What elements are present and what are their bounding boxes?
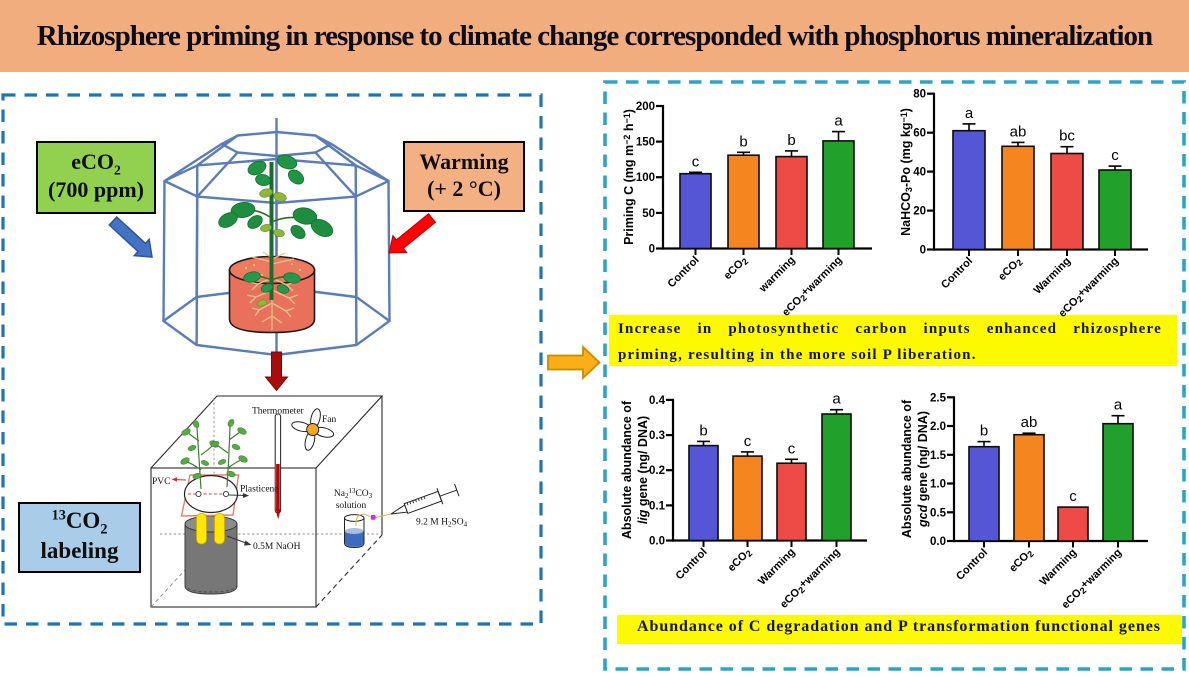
svg-text:0: 0 — [649, 244, 655, 256]
svg-text:bc: bc — [1059, 128, 1075, 145]
svg-text:Fan: Fan — [322, 415, 337, 425]
svg-text:Priming C (mg m−2 h−1): Priming C (mg m−2 h−1) — [622, 109, 636, 245]
svg-text:ab: ab — [1021, 414, 1038, 431]
svg-text:Warming: Warming — [756, 546, 797, 587]
svg-text:2.5: 2.5 — [930, 392, 947, 404]
svg-text:eCO2: eCO2 — [1007, 547, 1035, 575]
svg-text:Absolute abundance of: Absolute abundance of — [620, 400, 634, 539]
svg-text:0.3: 0.3 — [649, 430, 665, 442]
svg-text:50: 50 — [642, 208, 655, 220]
svg-text:a: a — [832, 391, 841, 408]
svg-text:Plasticene: Plasticene — [240, 485, 279, 495]
svg-text:b: b — [980, 423, 988, 440]
svg-text:Control: Control — [939, 255, 975, 291]
svg-text:c: c — [788, 440, 796, 457]
svg-text:150: 150 — [636, 137, 655, 149]
svg-text:Warming: Warming — [1038, 547, 1079, 588]
svg-text:0: 0 — [920, 245, 926, 257]
svg-text:lig gene (ng/ DNA): lig gene (ng/ DNA) — [636, 416, 650, 524]
svg-text:Control: Control — [665, 254, 701, 290]
svg-text:eCO2: eCO2 — [996, 255, 1024, 283]
svg-text:ab: ab — [1010, 123, 1027, 140]
svg-text:warming: warming — [756, 254, 797, 295]
svg-text:40: 40 — [913, 167, 926, 179]
svg-text:Thermometer: Thermometer — [252, 407, 305, 417]
svg-text:a: a — [1114, 397, 1123, 414]
svg-text:a: a — [834, 113, 843, 130]
svg-text:Control: Control — [954, 547, 990, 583]
svg-text:9.2 M H2SO4: 9.2 M H2SO4 — [416, 518, 468, 529]
svg-text:c: c — [692, 153, 700, 170]
svg-text:eCO2: eCO2 — [722, 254, 750, 282]
svg-text:Absolute abundance of: Absolute abundance of — [900, 399, 914, 538]
svg-text:gcd gene (ng/ DNA): gcd gene (ng/ DNA) — [916, 411, 930, 528]
svg-text:200: 200 — [636, 101, 655, 113]
svg-text:0.2: 0.2 — [649, 465, 665, 477]
svg-text:0.5: 0.5 — [930, 507, 947, 519]
svg-text:c: c — [1111, 147, 1119, 164]
svg-text:solution: solution — [336, 501, 367, 511]
svg-text:1.0: 1.0 — [930, 479, 946, 491]
svg-text:NaHCO3-Po (mg kg−1): NaHCO3-Po (mg kg−1) — [899, 108, 914, 236]
svg-text:b: b — [699, 422, 707, 439]
svg-text:Warming: Warming — [1032, 255, 1073, 296]
svg-text:100: 100 — [636, 172, 655, 184]
svg-text:1.5: 1.5 — [930, 450, 947, 462]
svg-text:80: 80 — [913, 89, 926, 101]
svg-text:b: b — [739, 133, 747, 150]
svg-text:c: c — [744, 433, 752, 450]
svg-text:20: 20 — [913, 206, 926, 218]
svg-text:0.1: 0.1 — [649, 500, 666, 512]
svg-text:Na213CO3: Na213CO3 — [334, 487, 373, 500]
svg-text:2.0: 2.0 — [930, 421, 946, 433]
svg-text:0.0: 0.0 — [649, 536, 665, 548]
svg-text:eCO2: eCO2 — [726, 546, 754, 574]
svg-text:b: b — [787, 132, 795, 149]
svg-text:60: 60 — [913, 128, 926, 140]
svg-text:a: a — [965, 105, 974, 122]
svg-text:0.5M NaOH: 0.5M NaOH — [253, 542, 301, 552]
svg-text:PVC: PVC — [152, 477, 170, 487]
svg-text:Control: Control — [673, 546, 709, 582]
svg-text:c: c — [1069, 488, 1077, 505]
svg-text:0.4: 0.4 — [649, 395, 666, 407]
svg-text:0.0: 0.0 — [930, 536, 946, 548]
